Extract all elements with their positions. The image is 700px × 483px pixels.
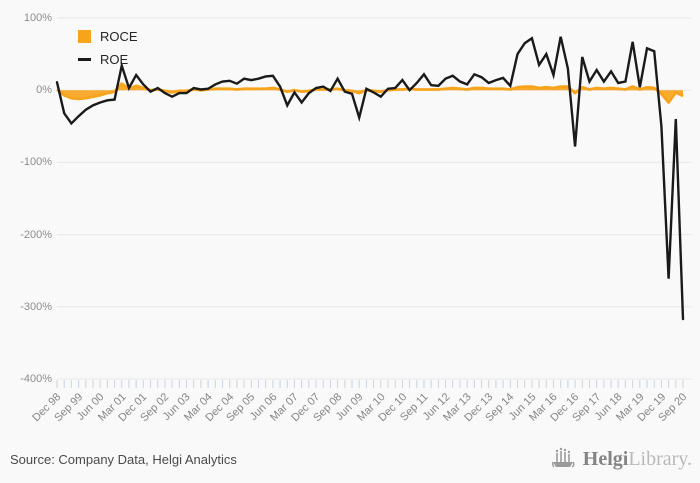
chart-legend: ROCE ROE xyxy=(78,28,138,74)
logo-brand-bold: Helgi xyxy=(582,447,629,470)
y-tick-label: 100% xyxy=(23,12,52,24)
y-tick-label: -100% xyxy=(20,156,52,169)
roce-area xyxy=(57,83,683,103)
roe-line-swatch xyxy=(78,57,91,61)
roce-area-swatch xyxy=(78,29,91,43)
roce-legend-label: ROCE xyxy=(100,28,138,44)
roe-legend-label: ROE xyxy=(100,51,129,67)
legend-item-roce: ROCE xyxy=(78,28,138,44)
y-tick-label: 0% xyxy=(36,84,52,97)
legend-item-roe: ROE xyxy=(78,51,138,67)
source-note: Source: Company Data, Helgi Analytics xyxy=(10,452,237,467)
helgi-logo-icon xyxy=(551,447,575,468)
logo-wordmark: HelgiLibrary. xyxy=(583,448,692,471)
helgi-library-logo: HelgiLibrary. xyxy=(551,446,692,472)
y-tick-label: -300% xyxy=(20,300,52,313)
y-tick-label: -200% xyxy=(20,228,52,241)
y-tick-label: -400% xyxy=(20,373,52,385)
roce-line xyxy=(56,82,684,104)
logo-brand-light: Library. xyxy=(628,447,692,470)
roe-line xyxy=(55,36,685,321)
